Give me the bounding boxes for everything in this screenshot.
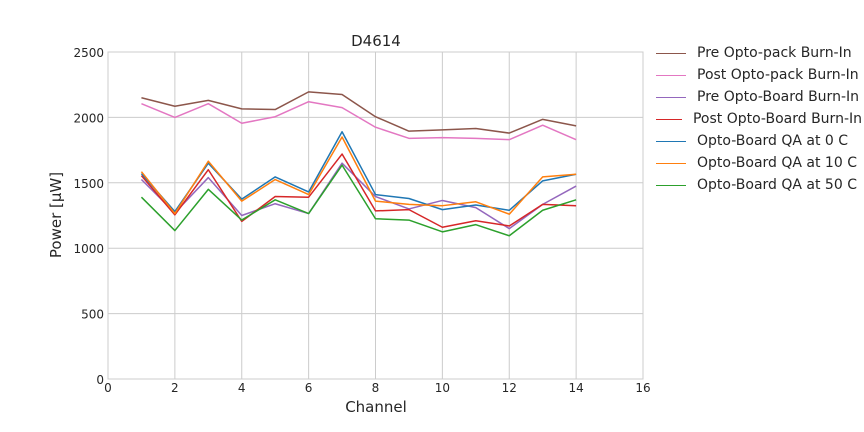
series-lines bbox=[140, 91, 577, 237]
legend-swatch bbox=[656, 74, 686, 76]
legend-label: Opto-Board QA at 10 C bbox=[697, 155, 857, 171]
y-tick-label: 1500 bbox=[73, 177, 104, 191]
series-line bbox=[141, 91, 577, 134]
legend-label: Opto-Board QA at 50 C bbox=[697, 177, 857, 193]
legend-swatch bbox=[656, 118, 682, 120]
series-line bbox=[140, 131, 577, 213]
plot-area bbox=[107, 51, 644, 380]
x-tick-label: 16 bbox=[635, 381, 650, 395]
x-tick-label: 4 bbox=[238, 381, 246, 395]
legend-swatch bbox=[656, 52, 686, 54]
x-tick-label: 8 bbox=[372, 381, 380, 395]
tick-labels: 0 2 4 6 8 10 12 14 16 0 500 1000 1500 2000 2500 bbox=[73, 46, 650, 395]
series-line bbox=[140, 164, 577, 237]
legend-item: Opto-Board QA at 0 C bbox=[656, 130, 862, 152]
legend-label: Pre Opto-pack Burn-In bbox=[697, 45, 852, 61]
x-tick-label: 10 bbox=[435, 381, 450, 395]
x-tick-label: 12 bbox=[502, 381, 517, 395]
y-tick-label: 0 bbox=[96, 373, 104, 387]
y-tick-label: 2500 bbox=[73, 46, 104, 60]
y-tick-label: 1000 bbox=[73, 242, 104, 256]
x-axis-label: Channel bbox=[345, 398, 407, 416]
chart-title: D4614 bbox=[351, 32, 401, 50]
series-line bbox=[140, 136, 577, 215]
legend-swatch bbox=[656, 140, 686, 142]
legend-label: Opto-Board QA at 0 C bbox=[697, 133, 849, 149]
x-tick-label: 0 bbox=[104, 381, 112, 395]
legend-swatch bbox=[656, 184, 686, 186]
legend-item: Post Opto-pack Burn-In bbox=[656, 64, 862, 86]
grid-lines bbox=[107, 51, 644, 380]
legend-item: Pre Opto-pack Burn-In bbox=[656, 42, 862, 64]
legend-item: Opto-Board QA at 10 C bbox=[656, 152, 862, 174]
legend-label: Post Opto-Board Burn-In bbox=[692, 111, 862, 127]
legend-label: Pre Opto-Board Burn-In bbox=[697, 89, 859, 105]
legend-label: Post Opto-pack Burn-In bbox=[697, 67, 859, 83]
x-tick-label: 6 bbox=[305, 381, 313, 395]
legend-item: Opto-Board QA at 50 C bbox=[656, 174, 862, 196]
series-line bbox=[141, 100, 577, 141]
y-tick-label: 500 bbox=[81, 308, 104, 322]
x-tick-label: 2 bbox=[171, 381, 179, 395]
legend-item: Post Opto-Board Burn-In bbox=[656, 108, 862, 130]
legend-swatch bbox=[656, 96, 686, 98]
series-line bbox=[140, 153, 577, 229]
legend-item: Pre Opto-Board Burn-In bbox=[656, 86, 862, 108]
chart-legend: Pre Opto-pack Burn-In Post Opto-pack Burn… bbox=[656, 42, 862, 196]
y-tick-label: 2000 bbox=[73, 111, 104, 125]
legend-swatch bbox=[656, 162, 686, 164]
y-axis-label: Power [μW] bbox=[47, 172, 65, 258]
x-tick-label: 14 bbox=[568, 381, 583, 395]
